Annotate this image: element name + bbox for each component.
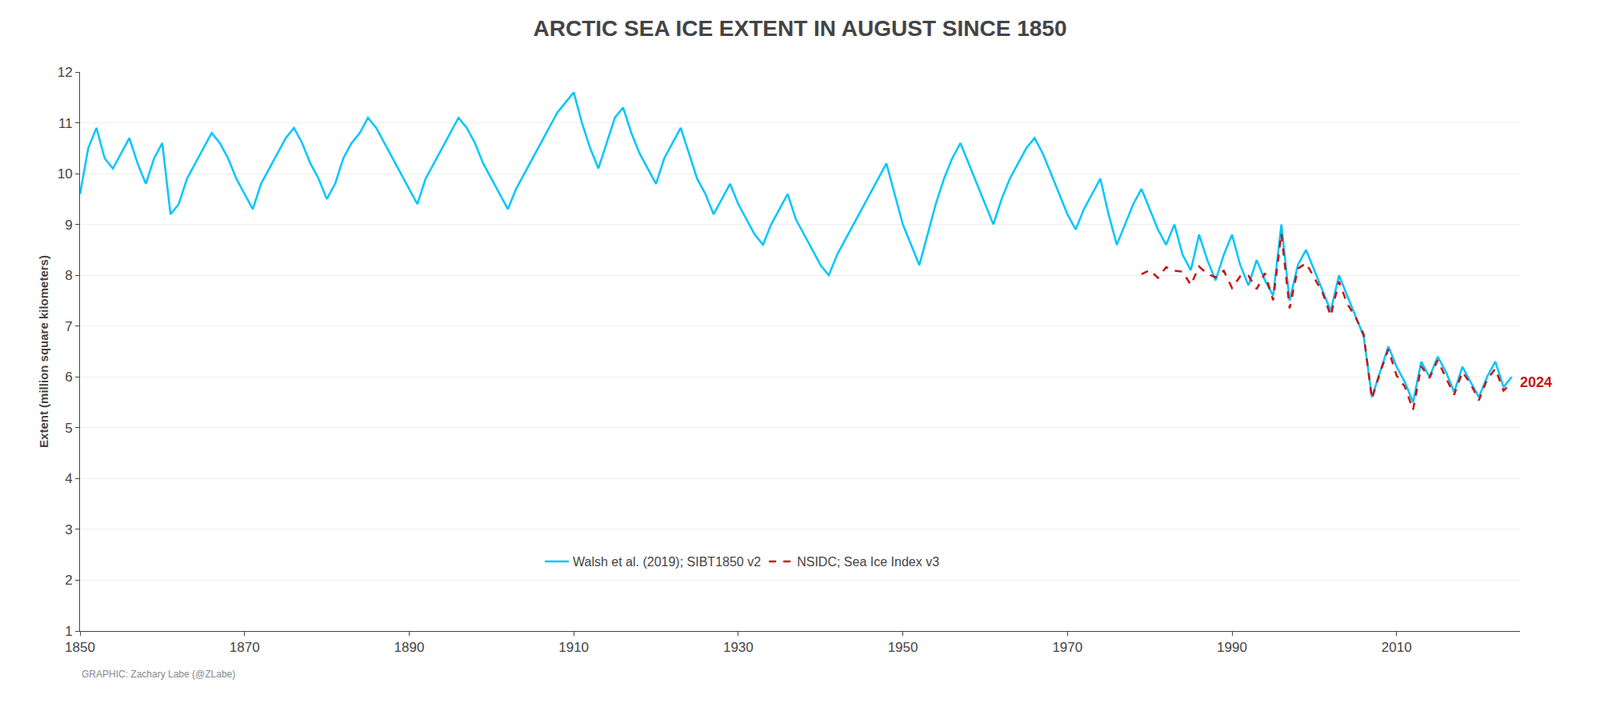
- svg-text:8: 8: [64, 268, 72, 284]
- svg-text:1: 1: [64, 624, 72, 640]
- svg-text:2: 2: [64, 572, 72, 588]
- svg-text:2010: 2010: [1381, 640, 1412, 656]
- svg-text:1950: 1950: [888, 640, 919, 656]
- svg-text:NSIDC; Sea Ice Index v3: NSIDC; Sea Ice Index v3: [796, 555, 940, 569]
- svg-text:4: 4: [64, 471, 72, 487]
- svg-text:GRAPHIC: Zachary Labe (@ZLabe): GRAPHIC: Zachary Labe (@ZLabe): [81, 668, 236, 680]
- svg-text:Extent (million square kilomet: Extent (million square kilometers): [36, 255, 51, 448]
- svg-text:10: 10: [57, 166, 73, 182]
- svg-text:11: 11: [58, 116, 73, 132]
- svg-text:1990: 1990: [1216, 640, 1248, 656]
- svg-text:Walsh et al. (2019); SIBT1850: Walsh et al. (2019); SIBT1850 v2: [572, 555, 761, 569]
- svg-text:1850: 1850: [64, 640, 96, 656]
- svg-text:1930: 1930: [723, 640, 754, 656]
- svg-text:1890: 1890: [394, 640, 425, 656]
- svg-text:1970: 1970: [1052, 640, 1083, 656]
- svg-text:1910: 1910: [558, 640, 589, 656]
- svg-text:12: 12: [57, 64, 73, 80]
- svg-text:9: 9: [64, 217, 72, 233]
- svg-text:ARCTIC SEA ICE EXTENT IN AUGUS: ARCTIC SEA ICE EXTENT IN AUGUST SINCE 18…: [533, 16, 1068, 41]
- svg-text:1870: 1870: [229, 640, 260, 656]
- svg-text:5: 5: [64, 420, 72, 436]
- svg-text:6: 6: [64, 369, 72, 385]
- svg-text:2024: 2024: [1520, 374, 1552, 391]
- svg-text:3: 3: [64, 522, 72, 538]
- svg-text:7: 7: [64, 319, 72, 335]
